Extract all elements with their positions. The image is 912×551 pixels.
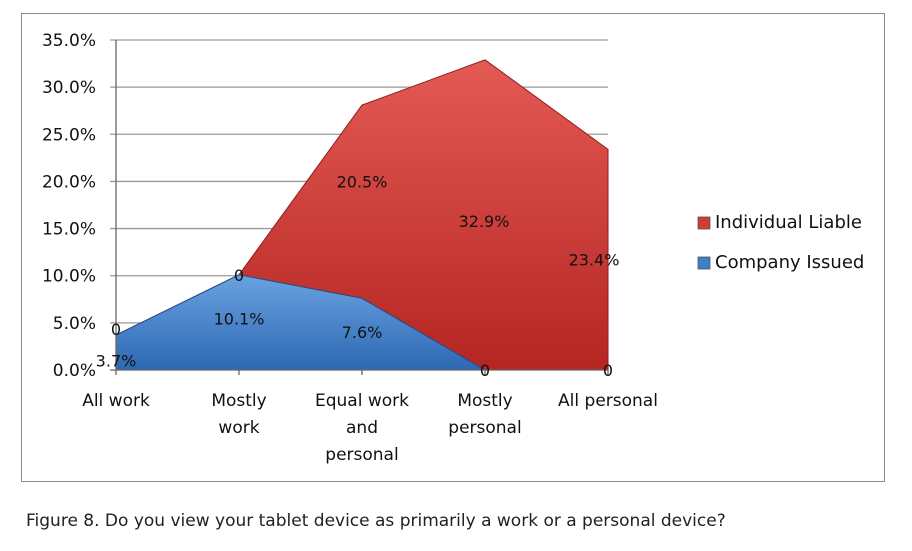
data-label-individual-liable: 20.5% [337, 173, 388, 192]
legend-entry: Individual Liable [715, 212, 862, 233]
y-tick-label: 15.0% [42, 220, 96, 240]
x-tick-label: Equal work [315, 391, 409, 411]
x-tick-label: and [346, 418, 378, 438]
y-tick-label: 10.0% [42, 267, 96, 287]
data-label-company-issued: 10.1% [214, 309, 265, 328]
x-tick-label: All work [82, 391, 150, 411]
y-tick-label: 35.0% [42, 31, 96, 51]
chart-frame: 0.0% 5.0% 10.0% 15.0% 20.0% 25.0% 30.0% 35.0% Al… [21, 13, 885, 482]
data-label-company-issued: 7.6% [342, 323, 383, 342]
legend-swatch [697, 216, 711, 230]
legend-swatch [697, 256, 711, 270]
x-tick-label: work [218, 418, 259, 438]
data-label-individual-liable: 0 [111, 320, 121, 339]
figure-caption: Figure 8. Do you view your tablet device… [26, 511, 726, 531]
data-label-company-issued: 3.7% [96, 352, 137, 371]
legend-entry: Company Issued [715, 252, 864, 273]
x-tick-label: Mostly [211, 391, 266, 411]
data-label-company-issued: 0 [480, 361, 490, 380]
x-tick-label: personal [325, 445, 398, 465]
y-tick-label: 20.0% [42, 172, 96, 192]
data-label-individual-liable: 32.9% [459, 212, 510, 231]
y-tick-label: 30.0% [42, 78, 96, 98]
y-tick-label: 0.0% [53, 361, 96, 381]
chart-area: 0.0% 5.0% 10.0% 15.0% 20.0% 25.0% 30.0% 35.0% Al… [42, 31, 864, 465]
y-tick-label: 25.0% [42, 125, 96, 145]
data-label-individual-liable: 23.4% [569, 251, 620, 270]
y-tick-label: 5.0% [53, 314, 96, 334]
x-tick-label: Mostly [457, 391, 512, 411]
x-tick-label: All personal [558, 391, 658, 411]
data-label-company-issued: 0 [603, 361, 613, 380]
x-tick-label: personal [448, 418, 521, 438]
data-label-individual-liable: 0 [234, 266, 244, 285]
